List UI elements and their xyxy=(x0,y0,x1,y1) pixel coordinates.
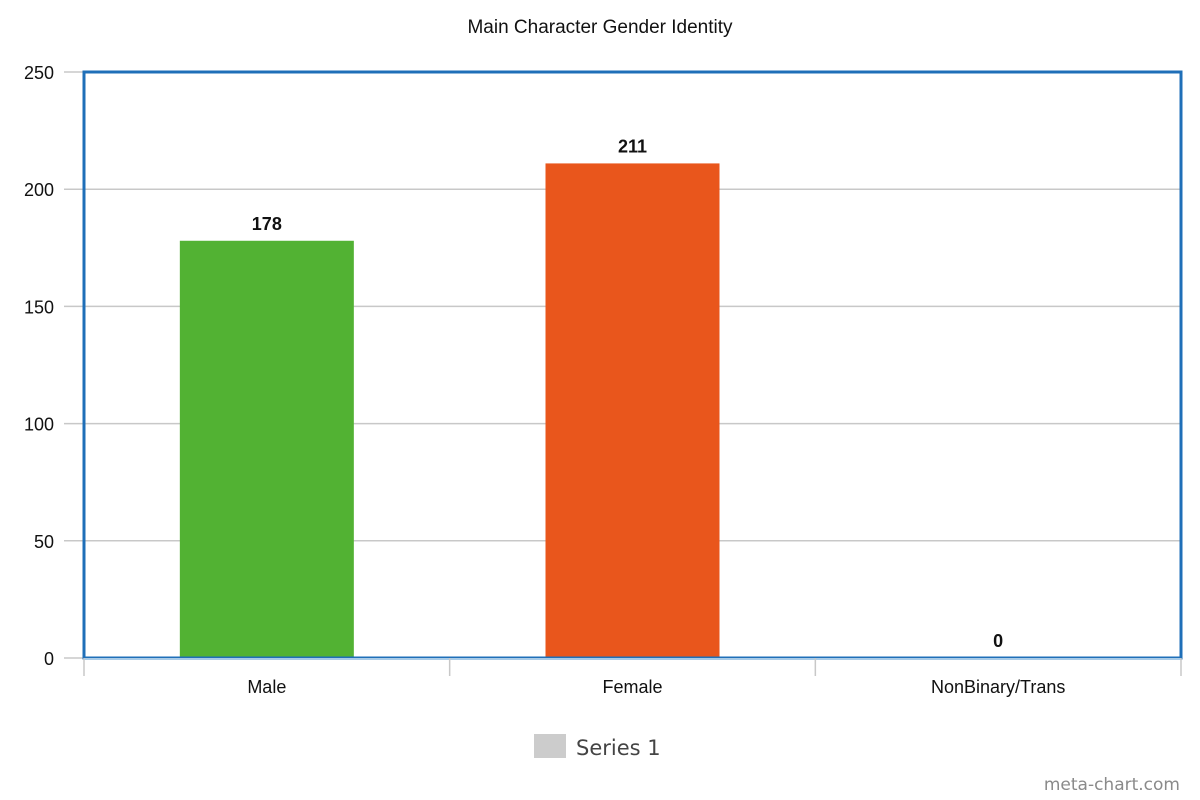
legend: Series 1 xyxy=(534,734,661,760)
y-tick-label-50: 50 xyxy=(34,532,54,552)
y-tick-label-200: 200 xyxy=(24,180,54,200)
chart-title: Main Character Gender Identity xyxy=(467,17,733,38)
watermark: meta-chart.com xyxy=(1044,775,1180,795)
y-tick-label-100: 100 xyxy=(24,415,54,435)
bars xyxy=(179,163,720,658)
x-axis-category-labels: Male Female NonBinary/Trans xyxy=(247,677,1065,697)
bar-female xyxy=(545,163,720,658)
x-axis xyxy=(83,658,1182,676)
x-category-label-nonbinary-trans: NonBinary/Trans xyxy=(931,677,1065,697)
y-tick-label-150: 150 xyxy=(24,297,54,317)
data-label-nonbinary-trans: 0 xyxy=(993,631,1003,651)
legend-swatch-series-1 xyxy=(534,734,566,758)
y-tick-label-0: 0 xyxy=(44,649,54,669)
bar-male xyxy=(179,240,354,658)
legend-label-series-1: Series 1 xyxy=(576,736,661,760)
y-tick-label-250: 250 xyxy=(24,63,54,83)
x-category-label-male: Male xyxy=(247,677,286,697)
x-category-label-female: Female xyxy=(602,677,662,697)
y-axis-tick-labels: 0 50 100 150 200 250 xyxy=(24,63,54,669)
data-label-female: 211 xyxy=(618,136,647,156)
data-label-male: 178 xyxy=(252,214,282,234)
data-labels: 178 211 0 xyxy=(252,136,1003,651)
